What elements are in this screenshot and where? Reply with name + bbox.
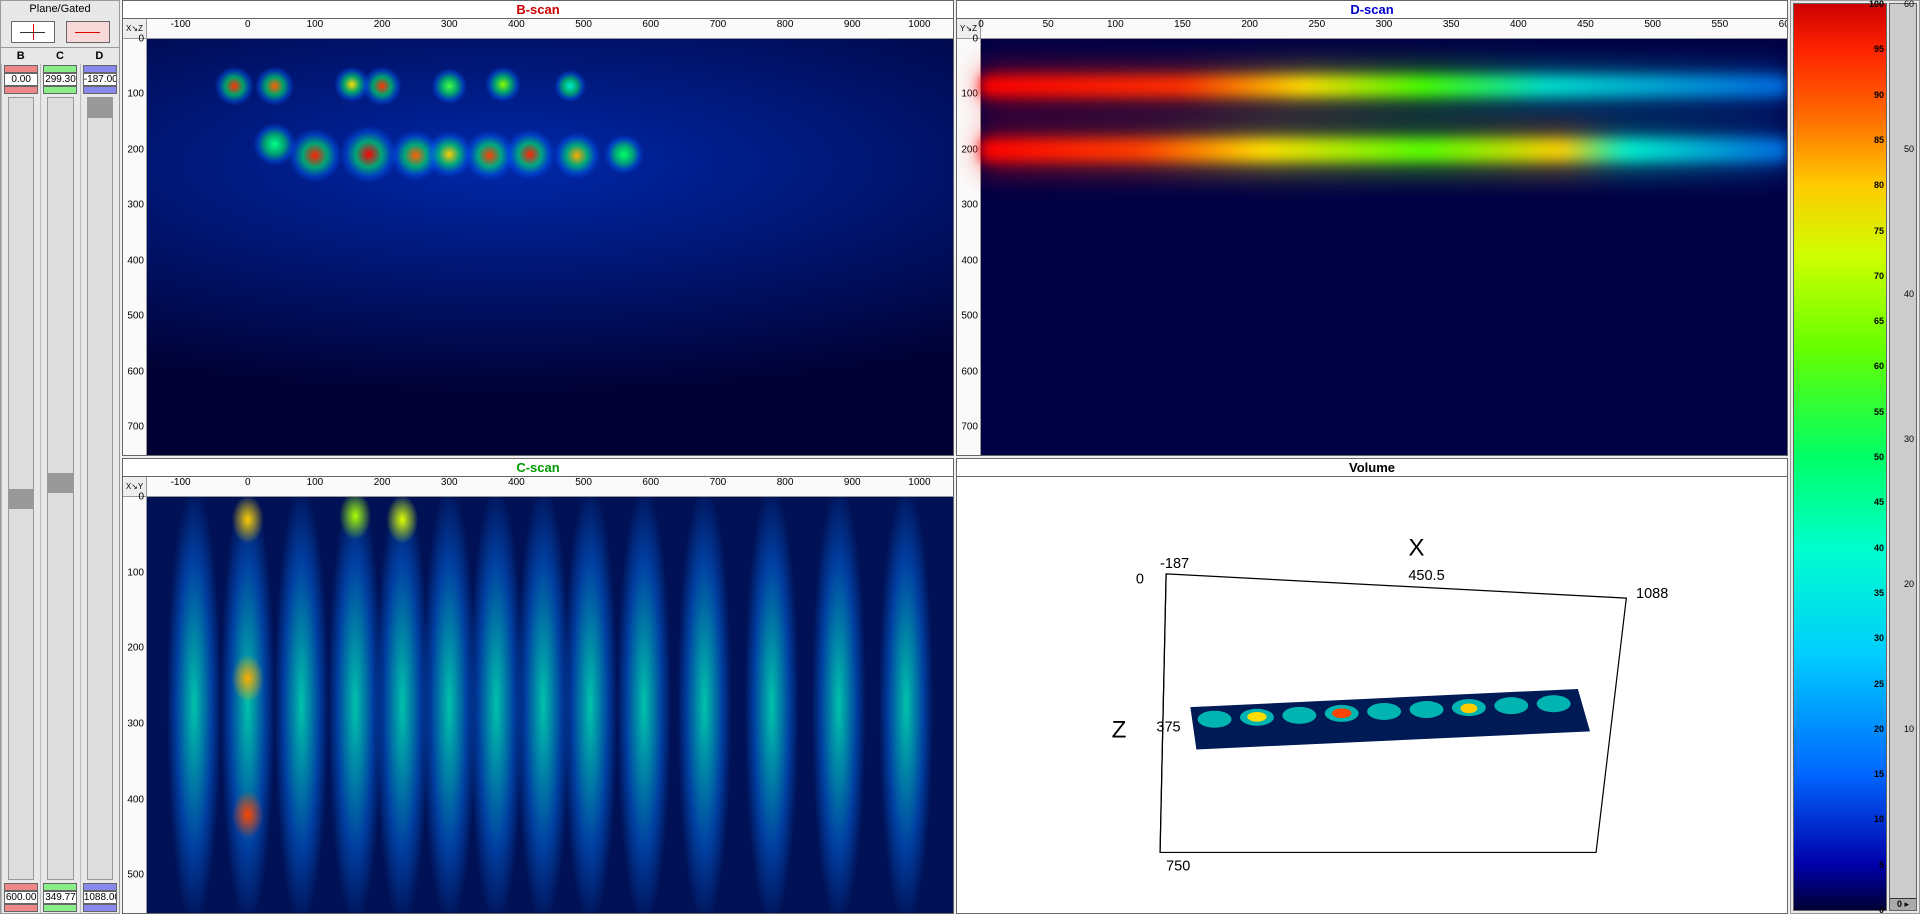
dscan-y-axis: 0100200300400500600700 bbox=[957, 39, 981, 455]
spin-down-icon[interactable] bbox=[43, 904, 77, 912]
spinner-C-bottom[interactable] bbox=[41, 882, 79, 913]
col-c-header: C bbox=[40, 48, 79, 64]
spin-up-icon[interactable] bbox=[4, 65, 38, 73]
spin-value[interactable] bbox=[83, 891, 117, 904]
spin-up-icon[interactable] bbox=[4, 883, 38, 891]
spin-up-icon[interactable] bbox=[43, 883, 77, 891]
slider-track-B[interactable] bbox=[8, 97, 34, 880]
slider-thumb[interactable] bbox=[88, 98, 112, 118]
slider-track-D[interactable] bbox=[87, 97, 113, 880]
spinner-B-top[interactable] bbox=[2, 64, 40, 95]
spinner-D-top[interactable] bbox=[81, 64, 119, 95]
volume-canvas[interactable]: X Z -187 0 450.5 1088 375 750 bbox=[957, 477, 1787, 913]
svg-text:750: 750 bbox=[1166, 859, 1190, 875]
spinner-C-top[interactable] bbox=[41, 64, 79, 95]
cscan-panel: C-scan X↘Y -1000100200300400500600700800… bbox=[122, 458, 954, 914]
volume-title: Volume bbox=[957, 459, 1787, 477]
colorbar-scale[interactable]: 6050403020100 ▸ bbox=[1889, 3, 1917, 911]
dscan-canvas[interactable] bbox=[981, 39, 1787, 455]
sidebar-title: Plane/Gated bbox=[1, 1, 119, 17]
cscan-title: C-scan bbox=[123, 459, 953, 477]
bscan-panel: B-scan X↘Z -1000100200300400500600700800… bbox=[122, 0, 954, 456]
slider-thumb[interactable] bbox=[9, 489, 33, 509]
spin-down-icon[interactable] bbox=[4, 86, 38, 94]
svg-text:375: 375 bbox=[1156, 719, 1180, 735]
spin-up-icon[interactable] bbox=[43, 65, 77, 73]
spinner-D-bottom[interactable] bbox=[81, 882, 119, 913]
svg-text:450.5: 450.5 bbox=[1408, 568, 1444, 584]
colorbar-gradient[interactable]: 1009590858075706560555045403530252015105… bbox=[1793, 3, 1887, 911]
spin-value[interactable] bbox=[43, 73, 77, 86]
col-d-header: D bbox=[80, 48, 119, 64]
bscan-title: B-scan bbox=[123, 1, 953, 19]
dscan-title: D-scan bbox=[957, 1, 1787, 19]
spin-value[interactable] bbox=[4, 73, 38, 86]
svg-text:-187: -187 bbox=[1160, 556, 1189, 572]
col-b-header: B bbox=[1, 48, 40, 64]
bscan-y-axis: 0100200300400500600700 bbox=[123, 39, 147, 455]
spin-value[interactable] bbox=[83, 73, 117, 86]
spinner-B-bottom[interactable] bbox=[2, 882, 40, 913]
spin-down-icon[interactable] bbox=[83, 86, 117, 94]
spin-value[interactable] bbox=[4, 891, 38, 904]
bscan-canvas[interactable] bbox=[147, 39, 953, 455]
spin-down-icon[interactable] bbox=[43, 86, 77, 94]
spin-down-icon[interactable] bbox=[83, 904, 117, 912]
svg-text:0: 0 bbox=[1136, 572, 1144, 588]
sidebar: Plane/Gated B C D bbox=[0, 0, 120, 914]
cscan-x-axis: -10001002003004005006007008009001000 bbox=[147, 477, 953, 497]
volume-panel: Volume X Z -187 0 450.5 1088 375 750 bbox=[956, 458, 1788, 914]
plane-icon[interactable] bbox=[11, 21, 55, 43]
dscan-x-axis: 050100150200250300350400450500550600 bbox=[981, 19, 1787, 39]
bscan-x-axis: -10001002003004005006007008009001000 bbox=[147, 19, 953, 39]
svg-text:1088: 1088 bbox=[1636, 586, 1668, 602]
cscan-y-axis: 0100200300400500 bbox=[123, 497, 147, 913]
slider-thumb[interactable] bbox=[48, 473, 72, 493]
axis-x-label: X bbox=[1408, 535, 1424, 562]
spin-up-icon[interactable] bbox=[83, 883, 117, 891]
slider-track-C[interactable] bbox=[47, 97, 73, 880]
colorbar: 1009590858075706560555045403530252015105… bbox=[1790, 0, 1920, 914]
spin-up-icon[interactable] bbox=[83, 65, 117, 73]
gated-icon[interactable] bbox=[66, 21, 110, 43]
spin-down-icon[interactable] bbox=[4, 904, 38, 912]
axis-z-label: Z bbox=[1112, 716, 1127, 743]
cscan-canvas[interactable] bbox=[147, 497, 953, 913]
dscan-panel: D-scan Y↘Z 05010015020025030035040045050… bbox=[956, 0, 1788, 456]
spin-value[interactable] bbox=[43, 891, 77, 904]
